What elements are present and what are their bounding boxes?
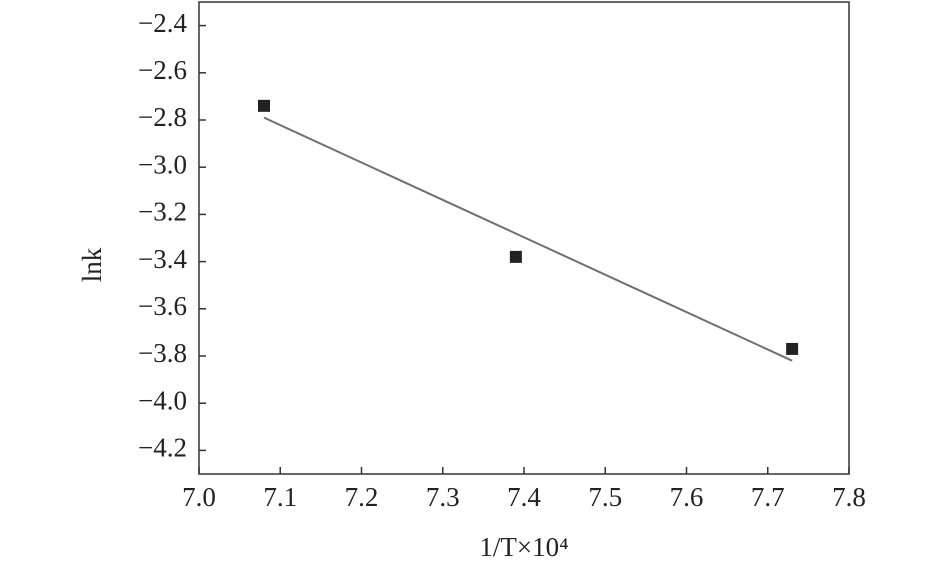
y-tick-label: −3.8 — [138, 338, 187, 368]
y-tick-label: −2.4 — [138, 8, 187, 38]
x-tick-label: 7.6 — [670, 482, 704, 512]
y-tick-label: −4.2 — [138, 433, 187, 463]
y-tick-label: −3.6 — [138, 291, 187, 321]
y-tick-label: −2.6 — [138, 55, 187, 85]
x-tick-label: 7.7 — [751, 482, 785, 512]
data-point — [509, 250, 522, 263]
y-tick-label: −3.4 — [138, 244, 187, 274]
x-tick-label: 7.5 — [588, 482, 622, 512]
x-axis-label: 1/T×10⁴ — [479, 532, 568, 562]
y-axis-label: lnk — [77, 247, 107, 282]
y-tick-label: −2.8 — [138, 102, 187, 132]
x-tick-label: 7.4 — [507, 482, 541, 512]
data-point — [258, 99, 270, 112]
x-tick-label: 7.1 — [263, 482, 297, 512]
y-tick-label: −4.0 — [138, 385, 187, 415]
x-tick-label: 7.0 — [182, 482, 216, 512]
x-tick-label: 7.2 — [345, 482, 379, 512]
x-tick-label: 7.3 — [426, 482, 460, 512]
y-tick-label: −3.2 — [138, 197, 187, 227]
data-point — [786, 342, 799, 355]
fit-line — [263, 116, 793, 362]
y-tick-label: −3.0 — [138, 149, 187, 179]
x-tick-label: 7.8 — [832, 482, 866, 512]
